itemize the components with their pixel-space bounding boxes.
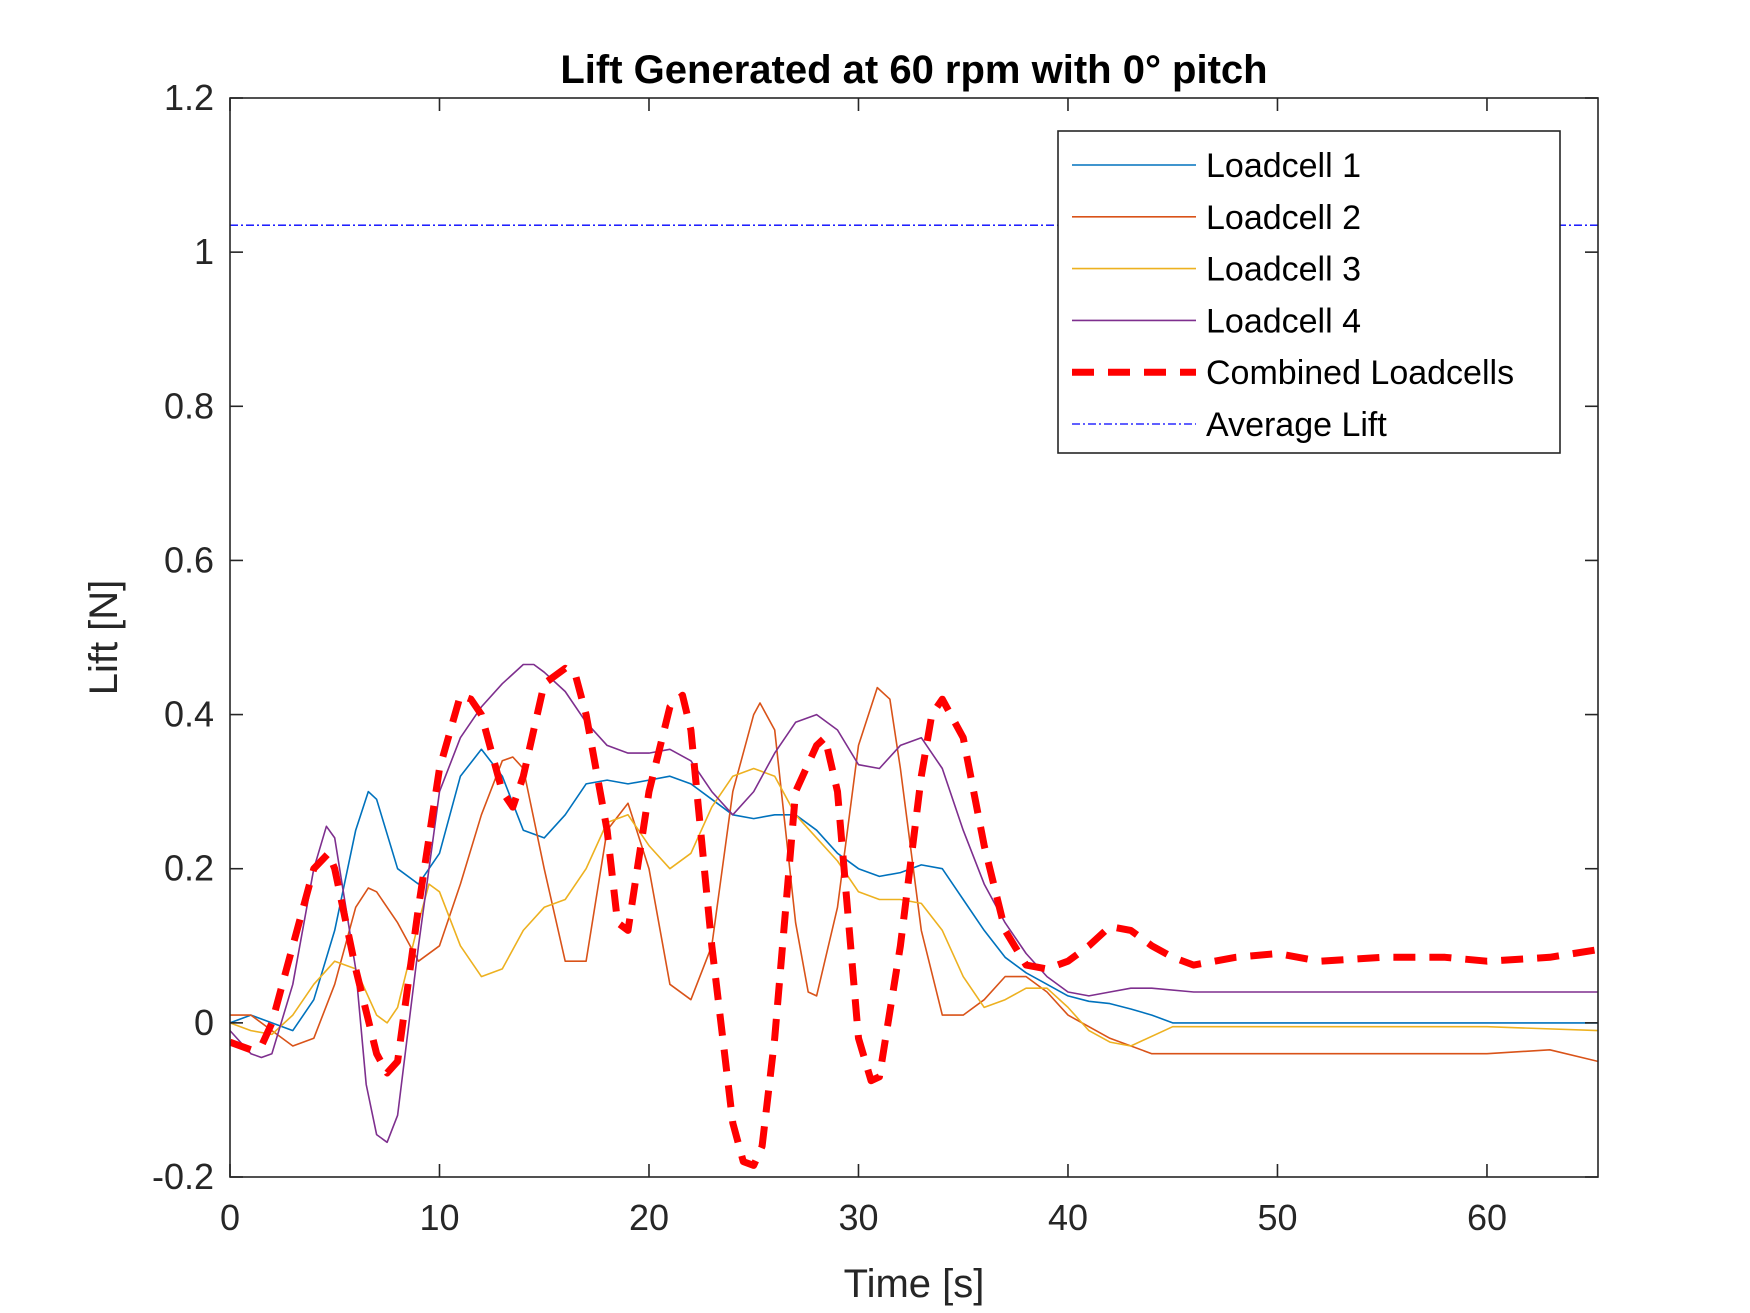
- legend-label-loadcell-2: Loadcell 2: [1206, 199, 1361, 237]
- x-tick-label-30: 30: [838, 1197, 878, 1238]
- y-tick-label-0-2: 0.2: [164, 848, 214, 889]
- y-tick-label-1-2: 1.2: [164, 77, 214, 118]
- y-axis-label: Lift [N]: [82, 580, 126, 696]
- chart-title: Lift Generated at 60 rpm with 0° pitch: [560, 48, 1267, 92]
- y-tick-label-0-4: 0.4: [164, 694, 214, 735]
- legend-label-average-lift: Average Lift: [1206, 406, 1387, 444]
- legend-label-loadcell-4: Loadcell 4: [1206, 302, 1361, 340]
- y-tick-label-0-6: 0.6: [164, 539, 214, 580]
- x-tick-label-50: 50: [1257, 1197, 1297, 1238]
- series-line-loadcell-2: [230, 686, 1598, 1063]
- y-tick-label-0-8: 0.8: [164, 385, 214, 426]
- series-line-combined-loadcells: [230, 664, 1598, 1169]
- legend-label-loadcell-1: Loadcell 1: [1206, 147, 1361, 185]
- y-tick-label-1: 1: [194, 231, 214, 272]
- series-line-loadcell-4: [230, 663, 1598, 1144]
- y-tick-label-0-2: -0.2: [152, 1156, 214, 1197]
- series-line-loadcell-1: [230, 748, 1598, 1032]
- x-tick-label-10: 10: [419, 1197, 459, 1238]
- legend-box: [1057, 130, 1561, 454]
- x-axis-label: Time [s]: [844, 1262, 985, 1306]
- x-tick-label-40: 40: [1048, 1197, 1088, 1238]
- y-tick-label-0: 0: [194, 1002, 214, 1043]
- legend: Loadcell 1 Loadcell 2 Loadcell 3 Loadcell 4…: [1057, 130, 1561, 454]
- axes-frame: [229, 97, 1599, 1178]
- x-tick-label-60: 60: [1467, 1197, 1507, 1238]
- legend-label-combined-loadcells: Combined Loadcells: [1206, 354, 1514, 392]
- x-tick-label-0: 0: [220, 1197, 240, 1238]
- x-tick-label-20: 20: [629, 1197, 669, 1238]
- series-line-loadcell-3: [230, 767, 1598, 1047]
- legend-label-loadcell-3: Loadcell 3: [1206, 251, 1361, 289]
